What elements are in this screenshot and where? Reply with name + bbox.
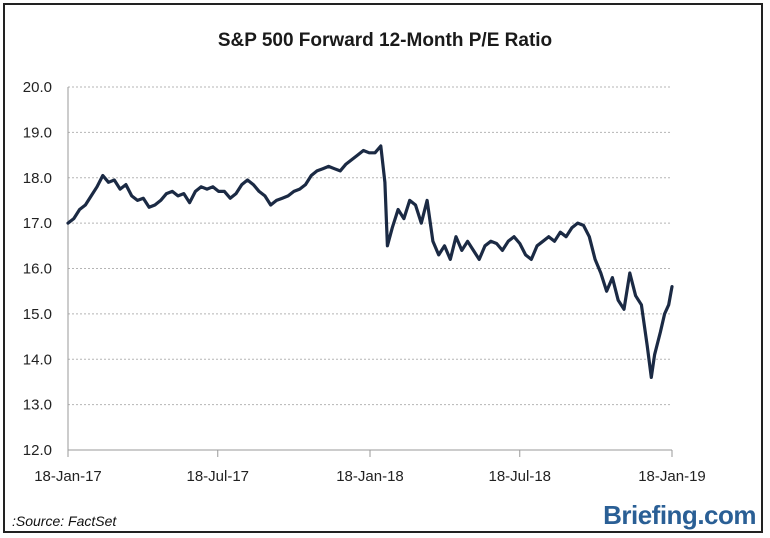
y-tick-labels: 12.0 13.0 14.0 15.0 16.0 17.0 18.0 19.0 20.0 (23, 79, 52, 459)
axes (67, 87, 673, 457)
y-tick-label: 18.0 (23, 170, 52, 187)
chart-title: S&P 500 Forward 12-Month P/E Ratio (217, 30, 553, 51)
y-tick-label: 16.0 (23, 261, 52, 278)
grid-lines (68, 86, 672, 406)
y-tick-label: 14.0 (23, 351, 52, 368)
y-tick-label: 17.0 (23, 215, 52, 232)
x-tick-labels: 18-Jan-17 18-Jul-17 18-Jan-18 18-Jul-18 18-J… (34, 468, 706, 485)
x-tick-label: 18-Jul-17 (186, 468, 249, 485)
brand-suffix: .com (697, 500, 756, 530)
y-tick-label: 19.0 (23, 124, 52, 141)
y-tick-label: 15.0 (23, 306, 52, 323)
x-tick-label: 18-Jan-19 (638, 468, 706, 485)
x-tick-label: 18-Jan-17 (34, 468, 102, 485)
source-note: :Source: FactSet (12, 513, 117, 529)
series-group (66, 144, 674, 379)
x-tick-label: 18-Jan-18 (336, 468, 404, 485)
y-tick-label: 20.0 (23, 79, 52, 96)
brand-logo: Briefing.com (603, 500, 756, 531)
x-tick-label: 18-Jul-18 (488, 468, 551, 485)
brand-name: Briefing (603, 500, 698, 530)
y-tick-label: 12.0 (23, 442, 52, 459)
series-line (66, 144, 674, 379)
y-tick-label: 13.0 (23, 397, 52, 414)
